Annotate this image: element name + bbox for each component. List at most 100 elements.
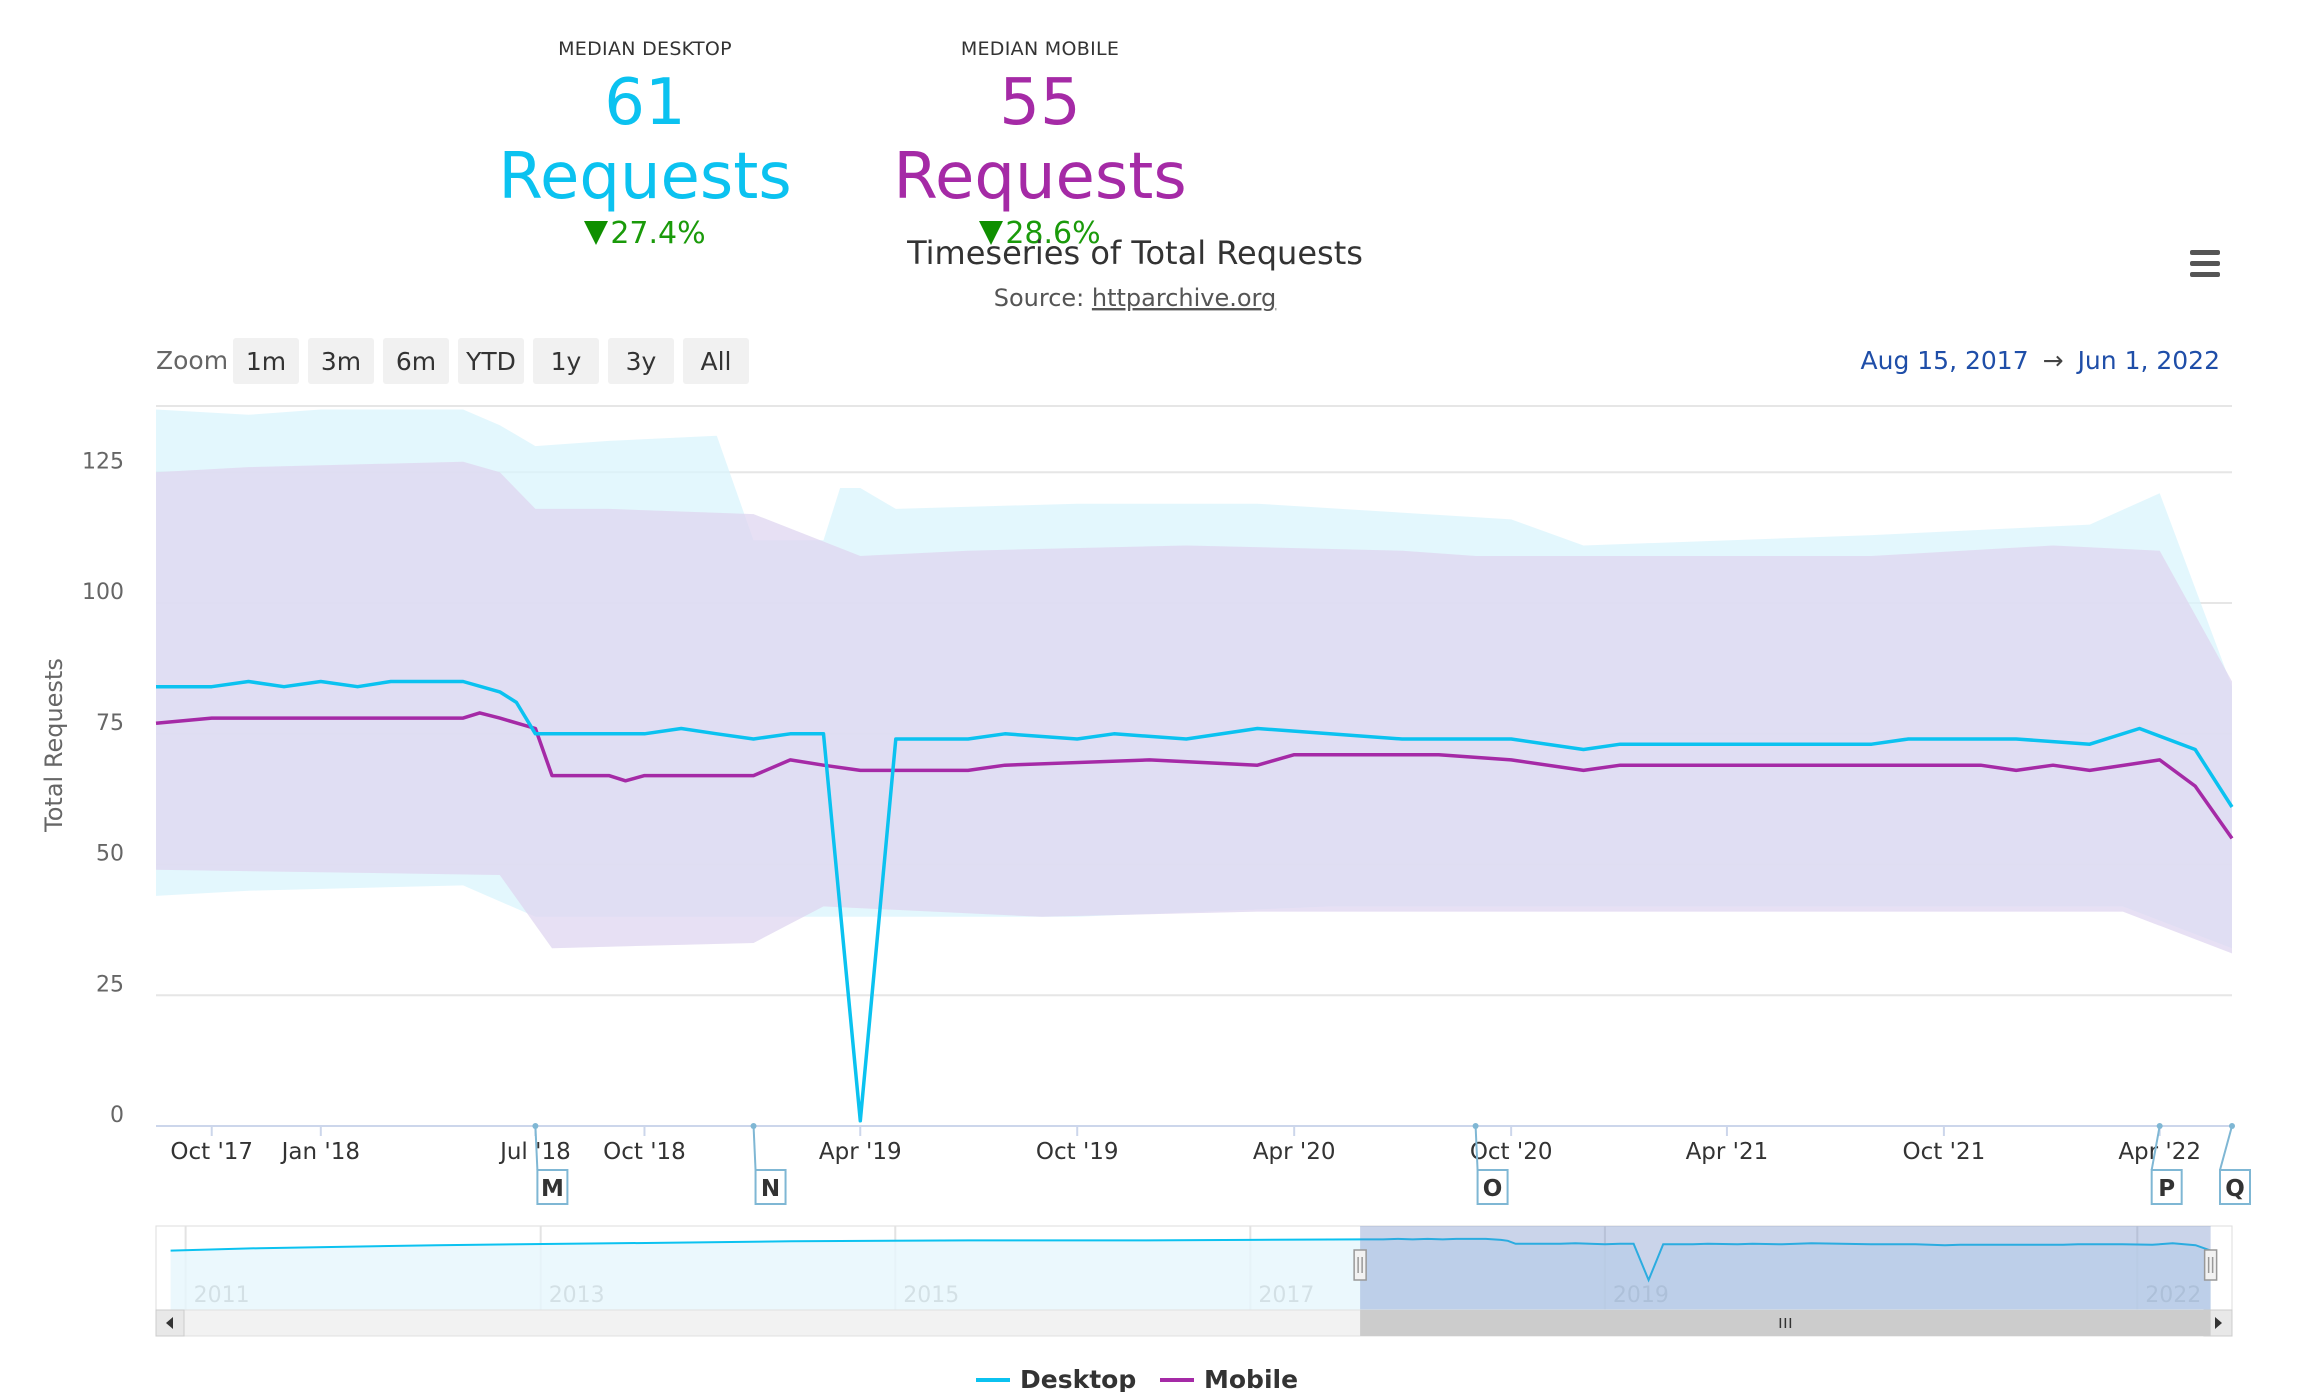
median-desktop-label: MEDIAN DESKTOP	[558, 38, 732, 60]
legend-label: Mobile	[1204, 1365, 1298, 1392]
x-tick-label: Oct '19	[1036, 1139, 1119, 1165]
flag-box	[536, 1169, 569, 1205]
scrollbar-left-button[interactable]	[155, 1309, 185, 1337]
scroll-left-arrow-icon	[166, 1317, 173, 1329]
range-display: Aug 15, 2017 → Jun 1, 2022	[1861, 346, 2220, 375]
mobile-median-line[interactable]	[155, 711, 2234, 840]
x-tick-label: Oct '17	[170, 1139, 253, 1165]
legend: Desktop Mobile	[976, 1365, 1298, 1392]
desktop-median-line[interactable]	[156, 679, 2234, 1123]
flag-stem	[534, 1125, 539, 1171]
legend-item-mobile[interactable]: Mobile	[1160, 1365, 1298, 1392]
navigator-handle-right[interactable]	[2203, 1249, 2218, 1281]
flag-box	[2150, 1169, 2183, 1205]
flag-n[interactable]: N	[750, 1123, 787, 1205]
navigator[interactable]: 201120132015201720192022	[155, 1225, 2233, 1311]
zoom-button-label: All	[701, 347, 732, 376]
zoom-button-ytd[interactable]: YTD	[458, 338, 524, 384]
chart-title: Timeseries of Total Requests	[906, 234, 1363, 272]
flag-p[interactable]: P	[2150, 1123, 2183, 1205]
zoom-label: Zoom	[156, 346, 228, 375]
x-tick-label: Apr '22	[2118, 1139, 2201, 1165]
median-desktop-summary: MEDIAN DESKTOP 61 Requests 27.4%	[455, 38, 835, 251]
y-tick-label: 100	[82, 580, 124, 605]
x-tick-label: Apr '19	[819, 1139, 902, 1165]
flag-m[interactable]: M	[532, 1123, 569, 1205]
legend-label: Desktop	[1020, 1365, 1136, 1392]
zoom-button-6m[interactable]: 6m	[383, 338, 449, 384]
median-mobile-summary: MEDIAN MOBILE 55 Requests 28.6%	[855, 38, 1225, 251]
zoom-button-label: 3m	[321, 347, 361, 376]
zoom-button-label: 3y	[626, 347, 657, 376]
y-axis-ticks: 0 25 50 75 100 125	[82, 449, 124, 1128]
source-link[interactable]: httparchive.org	[1092, 284, 1276, 312]
range-to[interactable]: Jun 1, 2022	[2076, 346, 2220, 375]
range-from[interactable]: Aug 15, 2017	[1861, 346, 2029, 375]
zoom-button-bg	[608, 338, 674, 384]
scrollbar[interactable]	[155, 1309, 2233, 1337]
zoom-button-bg	[233, 338, 299, 384]
x-tick-label: Oct '18	[603, 1139, 686, 1165]
x-tick-label: Apr '21	[1686, 1139, 1769, 1165]
down-triangle-icon	[979, 221, 1004, 245]
range-arrow: →	[2043, 346, 2064, 375]
flag-label: P	[2158, 1176, 2175, 1202]
median-desktop-change: 27.4%	[455, 216, 835, 251]
band-overlap	[156, 461, 2232, 954]
y-tick-label: 25	[96, 972, 124, 997]
event-flags: M N O P Q	[532, 1123, 2251, 1205]
x-tick-label: Oct '20	[1470, 1139, 1553, 1165]
navigator-handle-left[interactable]	[1353, 1249, 1367, 1281]
flag-stem	[2150, 1125, 2161, 1171]
flag-o[interactable]: O	[1472, 1123, 1509, 1205]
median-desktop-value: 61 Requests	[498, 66, 792, 214]
median-mobile-value: 55 Requests	[893, 66, 1187, 214]
zoom-button-all[interactable]: All	[683, 338, 749, 384]
scroll-right-arrow-icon	[2215, 1317, 2222, 1329]
zoom-button-3m[interactable]: 3m	[308, 338, 374, 384]
median-desktop-change-value: 27.4%	[610, 216, 706, 251]
mobile-percentile-band	[156, 461, 2232, 954]
y-tick-label: 75	[96, 711, 124, 736]
flag-box	[1476, 1169, 1509, 1205]
x-axis-ticks: Oct '17 Jan '18 Jul '18 Oct '18 Apr '19 Oct '…	[170, 1126, 2201, 1165]
legend-item-desktop[interactable]: Desktop	[976, 1365, 1136, 1392]
zoom-button-label: YTD	[465, 347, 516, 376]
zoom-button-3y[interactable]: 3y	[608, 338, 674, 384]
navigator-series-line	[170, 1237, 2211, 1283]
y-axis-label: Total Requests	[40, 658, 68, 833]
navigator-selection[interactable]	[1360, 1226, 2211, 1310]
x-tick-label: Jan '18	[280, 1139, 360, 1165]
flag-label: M	[541, 1176, 564, 1202]
median-mobile-label: MEDIAN MOBILE	[960, 38, 1120, 60]
median-mobile-change-value: 28.6%	[1005, 216, 1101, 251]
down-triangle-icon	[584, 221, 609, 245]
zoom-button-bg	[458, 338, 524, 384]
flag-q[interactable]: Q	[2219, 1123, 2251, 1205]
hamburger-menu-icon[interactable]	[2190, 250, 2220, 277]
zoom-button-label: 1y	[551, 347, 582, 376]
x-tick-label: Jul '18	[498, 1139, 571, 1165]
flag-label: Q	[2225, 1176, 2245, 1202]
zoom-button-label: 1m	[246, 347, 286, 376]
zoom-button-bg	[683, 338, 749, 384]
zoom-button-bg	[533, 338, 599, 384]
median-mobile-change: 28.6%	[855, 216, 1225, 251]
flag-box	[2219, 1169, 2251, 1205]
flag-box	[754, 1169, 787, 1205]
chart-subtitle: Source: httparchive.org	[994, 284, 1277, 312]
flag-stem	[2219, 1125, 2233, 1171]
flag-stem	[752, 1125, 757, 1171]
x-tick-label: Apr '20	[1253, 1139, 1336, 1165]
zoom-button-bg	[308, 338, 374, 384]
percentile-bands	[156, 409, 2232, 954]
zoom-button-1y[interactable]: 1y	[533, 338, 599, 384]
navigator-area	[170, 1238, 2211, 1310]
series-lines	[155, 679, 2234, 1123]
flag-label: O	[1483, 1176, 1503, 1202]
y-tick-label: 125	[82, 449, 124, 474]
zoom-button-1m[interactable]: 1m	[233, 338, 299, 384]
y-tick-label: 50	[96, 842, 124, 867]
handle-grip	[2203, 1249, 2218, 1281]
